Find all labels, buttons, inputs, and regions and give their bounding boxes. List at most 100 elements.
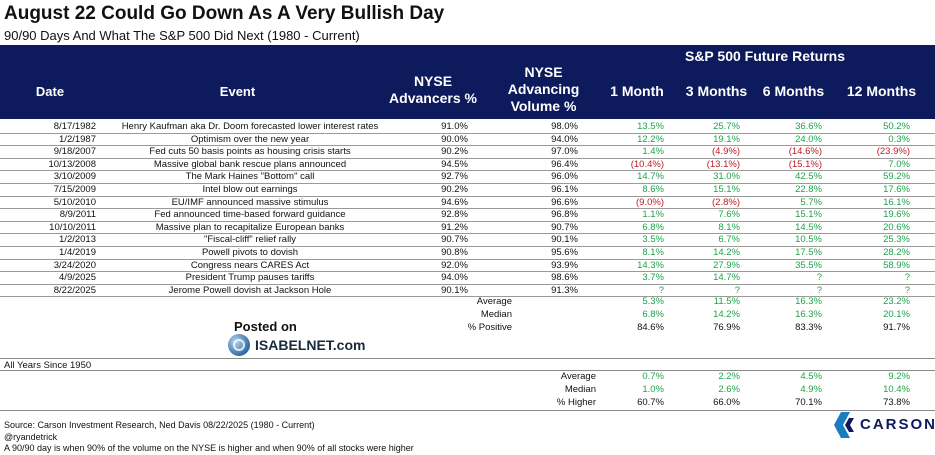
all-years-m3: 66.0% [713,397,740,408]
cell-m3: 15.1% [713,184,740,195]
cell-vol: 96.8% [551,209,578,221]
table-row: 8/9/2011 Fed announced time-based forward… [0,209,935,222]
summary-m3: 11.5% [713,296,740,307]
cell-m6: ? [816,284,822,296]
cell-m1: (10.4%) [630,158,664,170]
header-nyse-volume-line1: NYSE [524,64,563,80]
cell-date: 7/15/2009 [53,184,96,195]
all-years-label-cell: Average [560,371,596,382]
cell-m1: 3.7% [642,272,664,284]
cell-date: 1/2/2013 [59,234,96,246]
cell-date: 9/18/2007 [53,146,96,158]
cell-m6: 24.0% [795,133,822,145]
header-1-month: 1 Month [610,83,664,99]
carson-chevron-icon [834,412,854,438]
cell-event: Powell pivots to dovish [201,247,299,258]
header-12-months: 12 Months [846,83,917,99]
cell-m1: 1.1% [642,209,664,221]
cell-m3: (4.9%) [712,146,740,158]
summary-m3: 76.9% [713,322,740,333]
cell-adv: 92.8% [441,209,468,221]
cell-m3: 14.7% [713,272,740,284]
all-years-m1: 0.7% [642,371,664,382]
cell-m6: 5.7% [800,196,822,208]
cell-event: President Trump pauses tariffs [185,272,315,284]
cell-m1: 1.4% [642,146,664,158]
cell-m6: 35.5% [795,259,822,271]
cell-m1: 14.7% [637,171,664,183]
summary-m1: 84.6% [637,322,664,333]
footer-handle: @ryandetrick [4,432,58,442]
cell-date: 3/10/2009 [53,171,96,183]
table-row: 8/17/1982 Henry Kaufman aka Dr. Doom fore… [0,121,935,134]
cell-m3: 7.6% [718,209,740,221]
cell-m3: 8.1% [718,221,740,233]
all-years-m12: 10.4% [883,384,910,395]
summary-m1: 6.8% [642,309,664,320]
summary-label: % Positive [467,322,512,333]
cell-vol: 93.9% [551,259,578,271]
cell-vol: 91.3% [551,284,578,296]
cell-date: 10/13/2008 [48,158,96,170]
cell-m12: 59.2% [883,171,910,183]
divider [0,370,935,371]
header-nyse-volume: NYSE Advancing Volume % [486,64,601,115]
cell-date: 1/2/1987 [59,133,96,145]
cell-date: 8/9/2011 [59,209,96,221]
cell-m6: 42.5% [795,171,822,183]
cell-m6: 15.1% [795,209,822,221]
cell-m6: 22.8% [795,184,822,195]
cell-vol: 98.0% [551,121,578,132]
cell-m12: 50.2% [883,121,910,132]
all-years-m6: 4.9% [800,384,822,395]
cell-vol: 95.6% [551,247,578,258]
all-years-row: Median 1.0% 2.6% 4.9% 10.4% [0,384,935,397]
cell-vol: 96.4% [551,158,578,170]
cell-m6: (15.1%) [788,158,822,170]
table-row: 3/10/2009 The Mark Haines "Bottom" call 92… [0,171,935,184]
cell-event: The Mark Haines "Bottom" call [185,171,315,183]
cell-event: Massive plan to recapitalize European ba… [155,221,345,233]
cell-date: 3/24/2020 [53,259,96,271]
cell-adv: 90.8% [441,247,468,258]
cell-m1: 13.5% [637,121,664,132]
cell-date: 5/10/2010 [53,196,96,208]
cell-vol: 97.0% [551,146,578,158]
isabelnet-text: ISABELNET.com [255,337,366,353]
all-years-m3: 2.6% [718,384,740,395]
cell-m12: 16.1% [883,196,910,208]
cell-event: EU/IMF announced massive stimulus [171,196,329,208]
header-nyse-advancers-line1: NYSE [413,73,453,89]
summary-row: Average 5.3% 11.5% 16.3% 23.2% [0,296,935,309]
cell-vol: 98.6% [551,272,578,284]
cell-m12: (23.9%) [876,146,910,158]
summary-label: Average [476,296,512,307]
footer-source: Source: Carson Investment Research, Ned … [4,420,315,430]
summary-m12: 20.1% [883,309,910,320]
summary-m6: 83.3% [795,322,822,333]
cell-m12: 58.9% [883,259,910,271]
table-row: 1/2/2013 "Fiscal-cliff" relief rally 90.7%… [0,234,935,247]
cell-event: Optimism over the new year [190,133,310,145]
divider [0,410,935,411]
cell-m3: 25.7% [713,121,740,132]
all-years-m3: 2.2% [718,371,740,382]
cell-adv: 90.2% [441,146,468,158]
all-years-row: Average 0.7% 2.2% 4.5% 9.2% [0,371,935,384]
cell-m1: 3.5% [642,234,664,246]
cell-event: Jerome Powell dovish at Jackson Hole [168,284,332,296]
cell-adv: 90.7% [441,234,468,246]
footer-note: A 90/90 day is when 90% of the volume on… [4,443,414,453]
divider [0,358,935,359]
table-row: 10/13/2008 Massive global bank rescue pla… [0,159,935,172]
all-years-m12: 73.8% [883,397,910,408]
cell-vol: 90.7% [551,221,578,233]
cell-m6: ? [816,272,822,284]
cell-m12: 17.6% [883,184,910,195]
header-nyse-advancers-line2: Advancers % [389,90,477,106]
summary-m3: 14.2% [713,309,740,320]
table-row: 1/2/1987 Optimism over the new year 90.0% 9… [0,134,935,147]
cell-adv: 90.0% [441,133,468,145]
cell-m1: 6.8% [642,221,664,233]
cell-m3: 19.1% [713,133,740,145]
